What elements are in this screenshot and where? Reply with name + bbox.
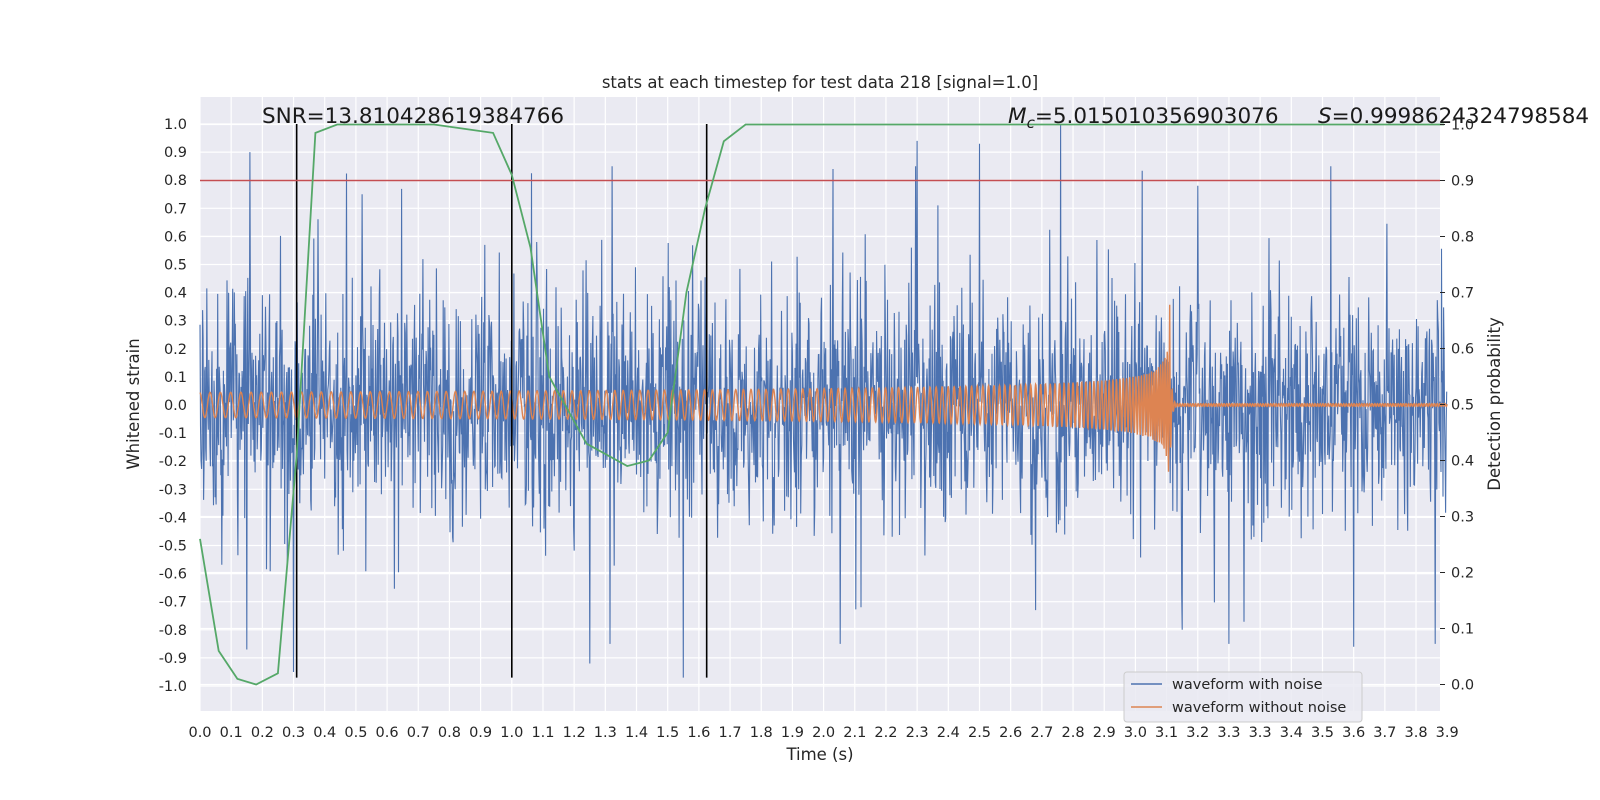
series-waveform-without-noise (199, 304, 1448, 472)
x-tick-label: 3.1 (1155, 725, 1178, 741)
x-tick-label: 1.2 (563, 725, 586, 741)
x-tick-label: 0.4 (313, 725, 336, 741)
series-detection-probability (199, 123, 1445, 686)
y-right-tick-labels: 1.0 0.9 0.8 0.7 0.6 0.5 0.4 0.3 0.2 0.1 0.0 (1440, 118, 1474, 694)
x-tick-label: 2.0 (812, 725, 835, 741)
x-tick-label: 3.3 (1249, 725, 1272, 741)
y-tick-label: -0.1 (159, 426, 187, 442)
y-tick-label: 0.8 (164, 173, 187, 189)
y-right-tick-label: 0.6 (1451, 342, 1474, 358)
x-tick-label: 2.2 (874, 725, 897, 741)
y-right-tick-label: 0.8 (1451, 230, 1474, 246)
legend: waveform with noise waveform without noi… (1123, 671, 1363, 723)
x-tick-label: 2.7 (1030, 725, 1053, 741)
x-tick-label: 2.5 (968, 725, 991, 741)
x-tick-label: 0.5 (344, 725, 367, 741)
legend-label-noisy: waveform with noise (1172, 677, 1323, 693)
y-right-tick-label: 0.4 (1451, 454, 1474, 470)
x-tick-label: 3.7 (1373, 725, 1396, 741)
y-tick-label: 0.9 (164, 145, 187, 161)
x-tick-label: 3.5 (1311, 725, 1334, 741)
x-tick-label: 1.5 (656, 725, 679, 741)
y-tick-label: 0.6 (164, 229, 187, 245)
x-tick-label: 0.8 (438, 725, 461, 741)
y-tick-label: -0.5 (159, 539, 187, 555)
vertical-markers (295, 124, 708, 678)
y-right-tick-label: 0.1 (1451, 622, 1474, 638)
noisy-waveform-line (199, 123, 1448, 678)
y-tick-label: -0.7 (159, 595, 187, 611)
x-tick-labels: 0.0 0.1 0.2 0.3 0.4 0.5 0.6 0.7 0.8 0.9 1.0 1.1 1.2 1… (188, 725, 1458, 741)
y-tick-labels: 1.0 0.9 0.8 0.7 0.6 0.5 0.4 0.3 0.2 0.1 0.0 -0.1 -0.… (159, 117, 187, 695)
y-right-tick-label: 0.2 (1451, 566, 1474, 582)
x-tick-label: 0.9 (469, 725, 492, 741)
x-tick-label: 2.1 (843, 725, 866, 741)
y-right-tick-label: 1.0 (1451, 118, 1474, 134)
x-tick-label: 3.8 (1404, 725, 1427, 741)
y-right-tick-label: 0.3 (1451, 510, 1474, 526)
x-tick-label: 3.6 (1342, 725, 1365, 741)
x-tick-label: 1.6 (687, 725, 710, 741)
x-tick-label: 1.0 (500, 725, 523, 741)
x-tick-label: 3.2 (1186, 725, 1209, 741)
chart-title: stats at each timestep for test data 218… (602, 73, 1038, 92)
x-axis-label: Time (s) (785, 745, 853, 764)
y-axis-label: Whitened strain (124, 338, 143, 469)
x-tick-label: 2.9 (1093, 725, 1116, 741)
y-tick-label: -0.3 (159, 482, 187, 498)
x-tick-label: 1.3 (594, 725, 617, 741)
x-tick-label: 2.4 (937, 725, 960, 741)
x-tick-label: 1.4 (625, 725, 648, 741)
y-tick-label: -0.2 (159, 454, 187, 470)
y-tick-label: 1.0 (164, 117, 187, 133)
annotation-chirp-mass: Mc=5.015010356903076 (1008, 104, 1279, 132)
detection-probability-line (199, 123, 1445, 686)
x-tick-label: 3.0 (1124, 725, 1147, 741)
x-tick-label: 3.4 (1280, 725, 1303, 741)
x-tick-label: 2.3 (906, 725, 929, 741)
y-right-tick-label: 0.9 (1451, 174, 1474, 190)
annotation-s: S=0.9998624324798584 (1318, 104, 1589, 129)
x-tick-label: 3.9 (1436, 725, 1459, 741)
x-tick-label: 2.6 (999, 725, 1022, 741)
y-tick-label: -0.4 (159, 510, 187, 526)
x-tick-label: 3.3 (1217, 725, 1240, 741)
y-tick-label: -0.8 (159, 623, 187, 639)
y-tick-label: -0.6 (159, 567, 187, 583)
clean-waveform-line (199, 304, 1448, 472)
annotation-snr: SNR=13.810428619384766 (262, 104, 564, 129)
x-tick-label: 0.2 (251, 725, 274, 741)
y-tick-label: -1.0 (159, 679, 187, 695)
y-tick-label: 0.7 (164, 201, 187, 217)
y-right-tick-label: 0.7 (1451, 286, 1474, 302)
x-tick-label: 1.9 (781, 725, 804, 741)
y-tick-label: 0.1 (164, 370, 187, 386)
y-tick-label: 0.3 (164, 314, 187, 330)
y-right-tick-label: 0.5 (1451, 398, 1474, 414)
x-tick-label: 0.0 (188, 725, 211, 741)
y-tick-label: 0.4 (164, 286, 187, 302)
legend-box (1123, 671, 1363, 723)
y-tick-label: 0.2 (164, 342, 187, 358)
y-tick-label: -0.9 (159, 651, 187, 667)
y-tick-label: 0.5 (164, 258, 187, 274)
series-waveform-with-noise (199, 123, 1448, 678)
x-tick-label: 1.8 (750, 725, 773, 741)
x-tick-label: 0.7 (407, 725, 430, 741)
x-tick-label: 0.6 (376, 725, 399, 741)
x-tick-label: 0.3 (282, 725, 305, 741)
y-tick-label: 0.0 (164, 398, 187, 414)
y-right-axis-label: Detection probability (1485, 317, 1504, 491)
legend-label-clean: waveform without noise (1172, 700, 1346, 716)
x-tick-label: 1.1 (531, 725, 554, 741)
x-tick-label: 0.1 (220, 725, 243, 741)
x-tick-label: 2.8 (1062, 725, 1085, 741)
x-tick-label: 1.7 (719, 725, 742, 741)
y-right-tick-label: 0.0 (1451, 678, 1474, 694)
